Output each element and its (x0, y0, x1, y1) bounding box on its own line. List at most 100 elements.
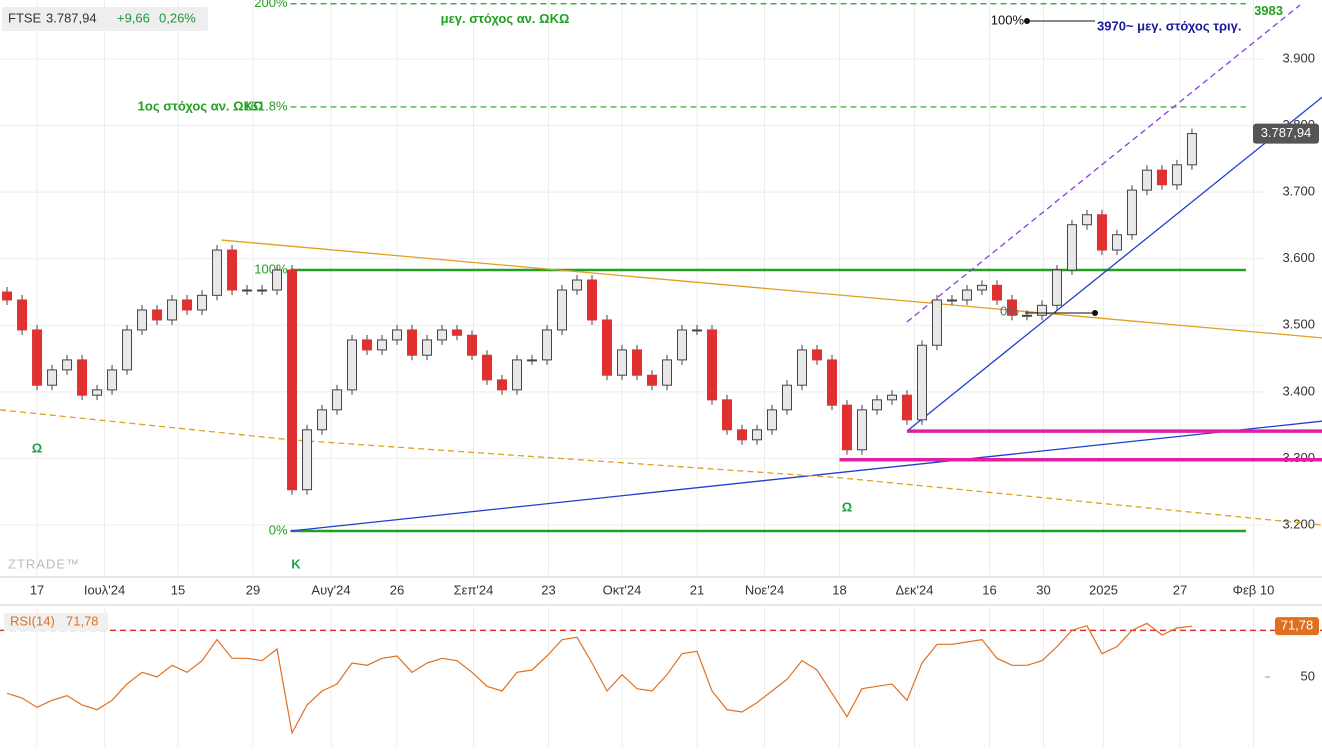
y-tick-label: 3.600 (1282, 250, 1315, 265)
trendline (0, 409, 1322, 526)
candle (422, 339, 433, 356)
candle (362, 339, 373, 351)
candle (1096, 214, 1107, 251)
candle (1111, 234, 1122, 251)
candle (1141, 169, 1152, 191)
candle (587, 279, 598, 321)
candle (886, 394, 897, 401)
annotation: 100% (991, 12, 1025, 27)
candle (1156, 169, 1167, 186)
candle (602, 319, 613, 376)
candle (377, 339, 388, 351)
rsi-tick-label: 50 (1301, 668, 1315, 683)
trendline (290, 420, 1322, 532)
x-tick-label: Σεπ'24 (454, 582, 494, 597)
trendline (906, 4, 1301, 323)
candle (167, 299, 178, 321)
candle (1066, 224, 1077, 271)
candle (467, 334, 478, 356)
y-tick-label: 3.900 (1282, 50, 1315, 65)
candle (946, 299, 957, 302)
x-tick-label: 30 (1036, 582, 1050, 597)
candle (1006, 299, 1017, 316)
candle (107, 369, 118, 391)
candle (302, 429, 313, 491)
candle (721, 399, 732, 431)
header-symbol: FTSE (8, 10, 42, 25)
candle (347, 339, 358, 391)
x-tick-label: 15 (171, 582, 185, 597)
header-last: 3.787,94 (46, 10, 97, 25)
x-tick-label: Οκτ'24 (603, 582, 642, 597)
x-tick-label: 23 (541, 582, 555, 597)
candle (392, 329, 403, 341)
candle (961, 289, 972, 301)
candle (17, 299, 28, 331)
candle (841, 404, 852, 451)
candle (182, 299, 193, 311)
candle (632, 349, 643, 376)
candle (92, 389, 103, 396)
x-tick-label: 26 (390, 582, 404, 597)
pattern-label: Ω (32, 440, 42, 455)
candle (676, 329, 687, 361)
watermark: ZTRADE™ (8, 556, 80, 571)
candle (77, 359, 88, 396)
candle (437, 329, 448, 341)
candle (212, 249, 223, 296)
candle (137, 309, 148, 331)
candle (706, 329, 717, 401)
candle (512, 359, 523, 391)
candle (617, 349, 628, 376)
x-tick-label: Νοε'24 (745, 582, 784, 597)
x-tick-label: 27 (1173, 582, 1187, 597)
candle (916, 344, 927, 421)
annotation-dot (1024, 18, 1030, 24)
price-badge-text: 3.787,94 (1261, 125, 1312, 140)
fib-label: 1ος στόχος αν. ΩΚΩ (138, 98, 264, 113)
candle (32, 329, 43, 386)
fib-label: μεγ. στόχος αν. ΩΚΩ (441, 11, 570, 26)
candle (2, 291, 13, 301)
candle (287, 269, 298, 491)
candle (751, 429, 762, 441)
x-tick-label: 18 (832, 582, 846, 597)
annotation: 0% (1000, 303, 1019, 318)
candle (152, 309, 163, 321)
pattern-label: Ω (842, 499, 852, 514)
price-badge (1253, 123, 1319, 144)
candle (482, 354, 493, 381)
candle (197, 294, 208, 311)
header-pct: 0,26% (159, 10, 196, 25)
candle (1051, 269, 1062, 306)
candle (497, 379, 508, 391)
candle (257, 289, 268, 292)
pattern-label: Κ (291, 556, 301, 571)
candle (407, 329, 418, 356)
trendline (221, 239, 1322, 339)
candle (781, 384, 792, 411)
fib-pct: 100% (254, 261, 288, 276)
candle (811, 349, 822, 361)
x-tick-label: Δεκ'24 (896, 582, 934, 597)
annotation: 3970~ μεγ. στόχος τριγ. (1097, 18, 1242, 33)
x-tick-label: 17 (30, 582, 44, 597)
candle (47, 369, 58, 386)
rsi-badge (1275, 617, 1319, 636)
rsi-name: RSI(14) (10, 613, 55, 628)
candle (1186, 133, 1197, 166)
candle (317, 409, 328, 431)
rsi-label-bg (4, 613, 108, 631)
candle (991, 284, 1002, 301)
candle (736, 429, 747, 441)
candle (122, 329, 133, 371)
candle (527, 359, 538, 362)
candle (856, 409, 867, 451)
candle (452, 329, 463, 336)
candle (332, 389, 343, 411)
x-tick-label: 21 (690, 582, 704, 597)
y-tick-label: 3.500 (1282, 317, 1315, 332)
candle (691, 329, 702, 332)
fib-pct: 161.8% (243, 98, 288, 113)
